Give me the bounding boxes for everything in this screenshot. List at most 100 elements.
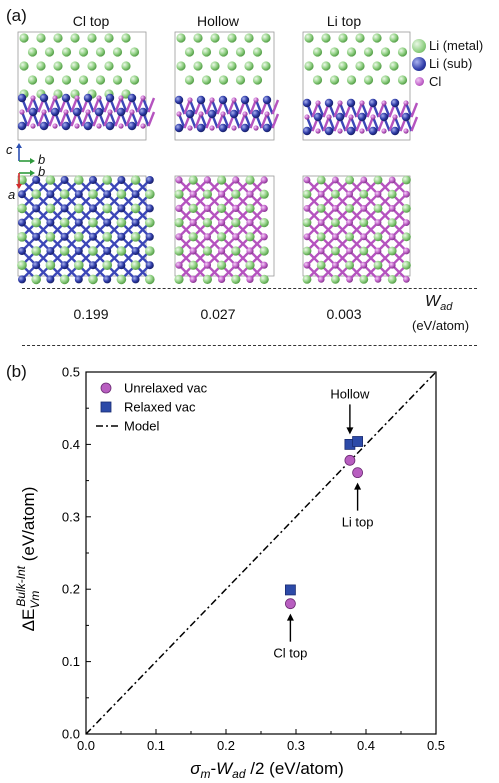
li-metal-atom — [363, 75, 374, 85]
wad-value-li-top: 0.003 — [326, 306, 362, 322]
cl-atom — [303, 176, 311, 184]
li-sub-atom — [251, 109, 261, 119]
li-metal-atom — [217, 260, 227, 270]
li-metal-atom — [45, 203, 56, 214]
cl-atom — [189, 275, 197, 283]
li-metal-atom — [45, 232, 56, 242]
li-metal-atom — [227, 33, 237, 43]
li-sub-atom — [60, 204, 69, 213]
wad-unit: (eV/atom) — [412, 318, 470, 333]
panel-b-label: (b) — [6, 362, 27, 381]
li-sub-atom — [46, 218, 55, 227]
li-metal-atom — [259, 189, 269, 199]
li-sub-atom — [218, 95, 228, 105]
li-metal-atom — [74, 232, 84, 242]
li-sub-atom — [32, 176, 41, 184]
cl-atom — [203, 176, 211, 184]
cl-atom — [348, 114, 354, 120]
cl-atom — [209, 97, 215, 103]
li-metal-atom — [346, 75, 357, 85]
x-axis-label-part: /2 (eV/atom) — [246, 759, 344, 778]
li-sub-atom — [18, 218, 26, 227]
li-sub-swatch-icon — [412, 56, 426, 71]
x-axis-label-part: ad — [232, 767, 246, 781]
li-metal-atom — [145, 189, 155, 199]
li-sub-atom — [357, 112, 367, 122]
li-metal-atom — [104, 61, 114, 71]
legend-unrelaxed-label: Unrelaxed vac — [124, 381, 208, 396]
cl-atom — [374, 247, 382, 255]
li-sub-atom — [346, 98, 356, 108]
legend-label: Li (metal) — [429, 38, 484, 53]
li-metal-atom — [389, 61, 399, 71]
annotation-arrowhead — [346, 427, 354, 435]
li-metal-atom — [102, 260, 112, 271]
divider-top — [22, 288, 477, 289]
li-metal-atom — [129, 75, 140, 85]
cl-atom — [242, 111, 248, 117]
li-metal-atom — [193, 61, 203, 71]
cl-atom — [140, 123, 146, 129]
cl-atom — [175, 204, 183, 212]
li-sub-atom — [39, 93, 49, 103]
li-metal-atom — [202, 274, 212, 284]
cl-atom — [52, 123, 58, 129]
cl-atom — [381, 100, 387, 106]
cl-atom — [232, 204, 240, 212]
legend-relaxed-label: Relaxed vac — [124, 400, 196, 415]
li-sub-atom — [32, 204, 41, 213]
li-metal-atom — [389, 33, 399, 43]
li-sub-atom — [18, 275, 26, 284]
cell-outline — [302, 31, 411, 141]
li-sub-atom — [131, 275, 140, 284]
li-metal-atom — [145, 246, 155, 256]
li-metal-atom — [19, 33, 29, 43]
li-metal-atom — [61, 75, 72, 85]
li-sub-atom — [89, 232, 97, 241]
cl-atom — [187, 97, 193, 103]
wad-symbol: W — [425, 293, 441, 310]
li-metal-atom — [74, 175, 84, 185]
cl-atom — [232, 176, 240, 184]
li-metal-atom — [302, 275, 312, 284]
li-metal-atom — [188, 203, 198, 213]
cl-atom — [198, 111, 204, 117]
cl-atom — [74, 123, 80, 129]
cl-atom — [360, 176, 368, 184]
li-metal-atom — [231, 274, 241, 284]
li-sub-atom — [131, 190, 140, 199]
li-sub-atom — [240, 95, 250, 105]
cl-atom — [317, 276, 325, 283]
li-sub-atom — [94, 107, 104, 117]
model-series-line — [85, 371, 437, 735]
cl-atom — [140, 95, 146, 101]
li-metal-atom — [302, 189, 312, 199]
cl-atom — [315, 128, 321, 134]
li-metal-atom — [345, 232, 354, 242]
li-metal-atom — [244, 61, 254, 71]
x-tick-label: 0.2 — [217, 738, 235, 753]
li-metal-atom — [245, 203, 255, 213]
li-sub-atom — [368, 98, 378, 108]
li-metal-atom — [102, 203, 112, 214]
li-metal-atom — [304, 33, 314, 43]
cl-atom — [332, 205, 339, 212]
li-metal-atom — [88, 246, 98, 256]
li-sub-atom — [60, 261, 69, 270]
li-sub-atom — [218, 123, 228, 133]
li-metal-atom — [217, 203, 227, 213]
li-metal-atom — [316, 260, 326, 270]
cl-atom — [332, 176, 339, 184]
li-sub-atom — [18, 247, 26, 255]
li-sub-atom — [46, 275, 55, 284]
li-metal-atom — [359, 218, 369, 228]
annotation-arrowhead — [354, 482, 362, 490]
li-metal-atom — [74, 260, 84, 271]
li-metal-atom — [31, 217, 41, 228]
y-tick-label: 0.4 — [62, 437, 80, 452]
cl-atom — [253, 97, 259, 103]
li-metal-atom — [102, 175, 112, 185]
li-sub-atom — [185, 109, 195, 119]
li-metal-atom — [302, 218, 312, 228]
cl-atom — [246, 275, 254, 283]
